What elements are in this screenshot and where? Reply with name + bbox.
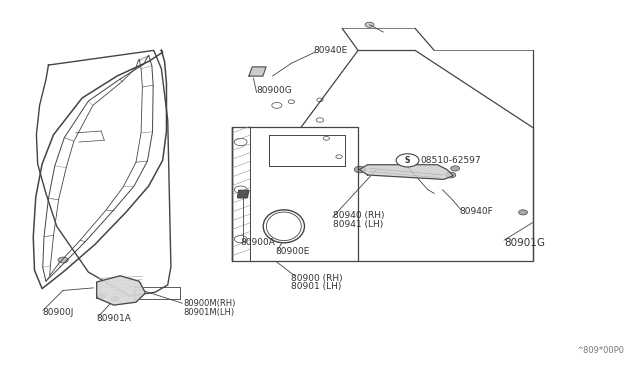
- Circle shape: [97, 294, 106, 298]
- Text: 80901G: 80901G: [504, 238, 545, 248]
- Circle shape: [365, 22, 374, 27]
- Text: 80940F: 80940F: [460, 207, 493, 216]
- Circle shape: [317, 98, 323, 102]
- Circle shape: [355, 166, 365, 173]
- Text: 80901A: 80901A: [97, 314, 132, 323]
- Circle shape: [288, 100, 294, 103]
- Circle shape: [234, 235, 247, 243]
- Text: 80941 (LH): 80941 (LH): [333, 220, 383, 229]
- Polygon shape: [249, 67, 266, 76]
- Text: 80900E: 80900E: [276, 247, 310, 256]
- Circle shape: [336, 155, 342, 158]
- Polygon shape: [359, 165, 453, 179]
- Circle shape: [111, 296, 119, 301]
- Text: 80940 (RH): 80940 (RH): [333, 211, 384, 220]
- Text: 80940E: 80940E: [314, 46, 348, 55]
- Circle shape: [234, 138, 247, 146]
- Polygon shape: [97, 276, 145, 305]
- Circle shape: [316, 118, 324, 122]
- Text: 80900G: 80900G: [257, 86, 292, 95]
- Circle shape: [445, 172, 456, 178]
- Text: ^809*00P0: ^809*00P0: [577, 346, 625, 355]
- Circle shape: [396, 154, 419, 167]
- Circle shape: [323, 137, 330, 140]
- Text: 80900A: 80900A: [241, 238, 276, 247]
- Text: 80900M(RH): 80900M(RH): [184, 299, 236, 308]
- Circle shape: [518, 210, 527, 215]
- Polygon shape: [237, 190, 249, 198]
- Circle shape: [58, 257, 68, 263]
- Text: 80901M(LH): 80901M(LH): [184, 308, 235, 317]
- Text: 80900J: 80900J: [42, 308, 74, 317]
- Text: 08510-62597: 08510-62597: [420, 156, 481, 165]
- Text: S: S: [405, 156, 410, 165]
- Text: 80901 (LH): 80901 (LH): [291, 282, 342, 291]
- Circle shape: [451, 166, 460, 171]
- Text: 80900 (RH): 80900 (RH): [291, 274, 343, 283]
- Circle shape: [234, 186, 247, 193]
- Circle shape: [272, 102, 282, 108]
